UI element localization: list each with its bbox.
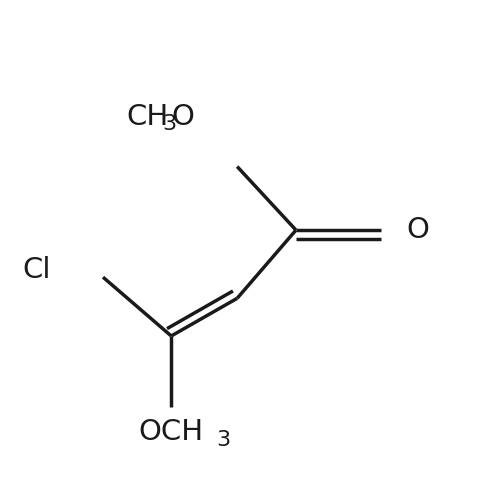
Text: O: O: [407, 216, 430, 244]
Text: O: O: [171, 103, 194, 131]
Text: OCH: OCH: [139, 419, 204, 446]
Text: 3: 3: [162, 114, 176, 134]
Text: CH: CH: [126, 103, 169, 131]
Text: 3: 3: [216, 430, 230, 449]
Text: Cl: Cl: [23, 256, 51, 284]
